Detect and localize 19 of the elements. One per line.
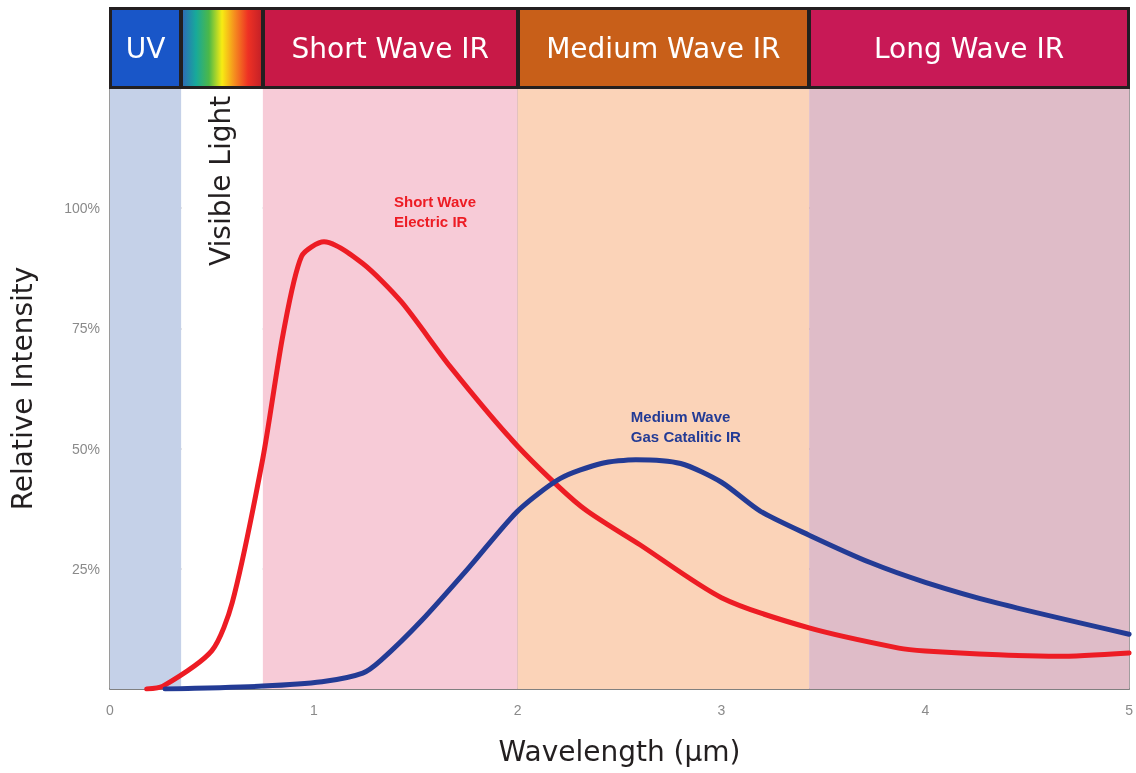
x-tick-label: 2 [513, 702, 522, 718]
series-label: Medium Wave Gas Catalitic IR [630, 408, 742, 446]
x-tick-label: 5 [1125, 702, 1134, 718]
band-label: Long Wave IR [808, 7, 1131, 89]
band-label: UV [109, 7, 183, 89]
text: Short Wave Electric IR [394, 193, 476, 231]
band-label: Visible Light [204, 95, 238, 266]
x-axis-title: Wavelength (μm) [498, 734, 741, 768]
y-tick-label: 75% [71, 320, 100, 337]
band-label: Short Wave IR [261, 7, 519, 89]
y-tick-label: 25% [71, 560, 100, 577]
y-axis-title: Relative Intensity [5, 266, 39, 511]
x-tick-label: 4 [921, 702, 930, 718]
x-tick-label: 1 [309, 702, 318, 718]
x-tick-label: 0 [106, 702, 115, 718]
x-tick-label: 3 [717, 702, 726, 718]
y-tick-label: 100% [64, 200, 100, 217]
y-tick-label: 50% [71, 440, 100, 457]
band-label: Medium Wave IR [516, 7, 811, 89]
